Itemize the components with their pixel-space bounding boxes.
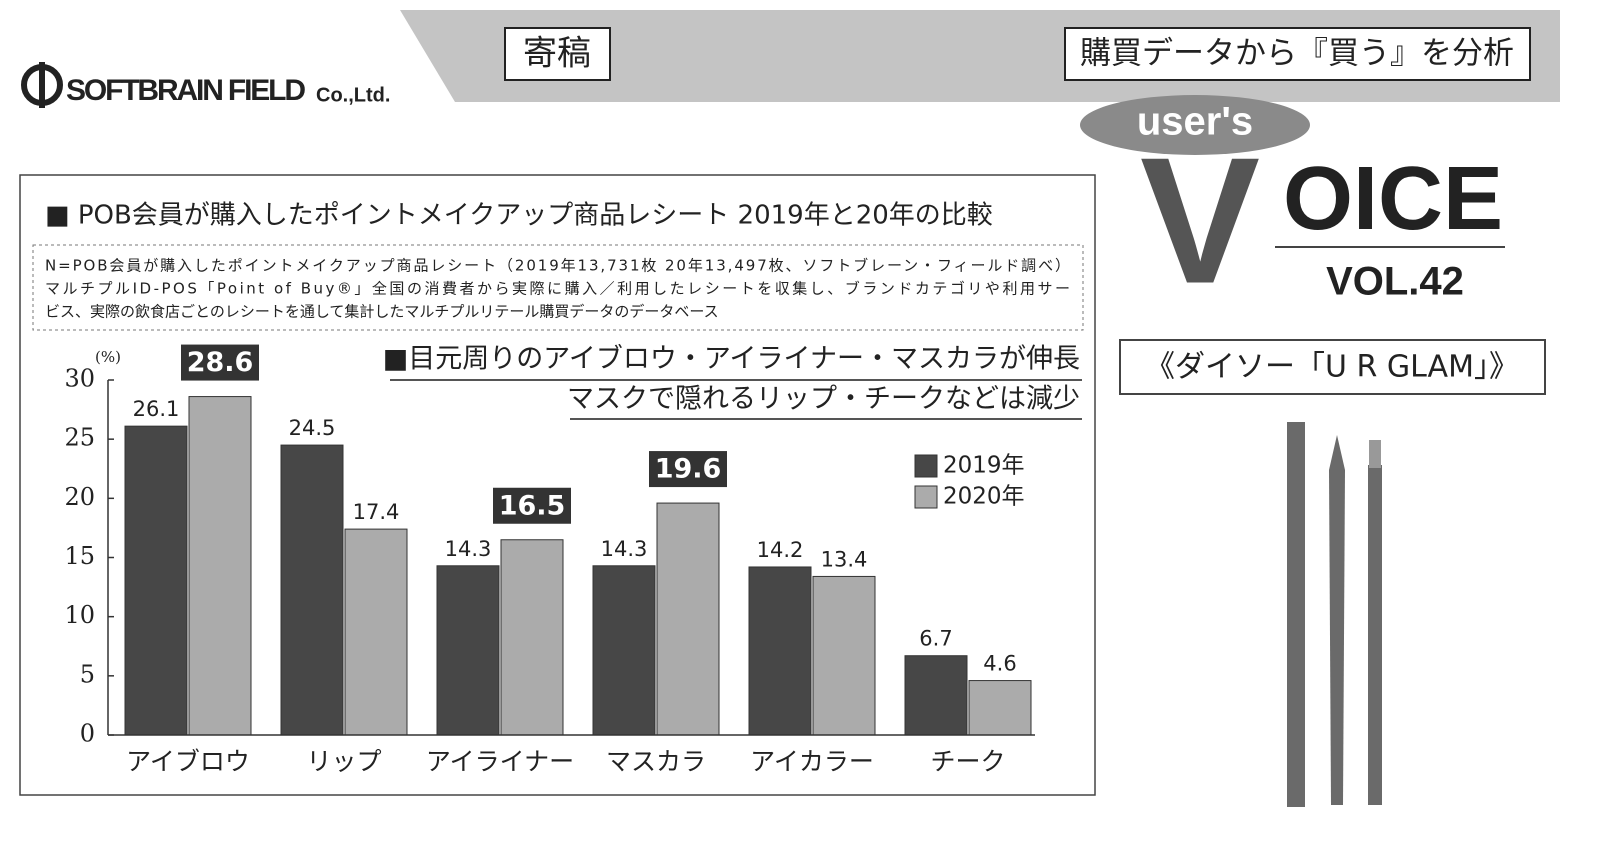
value-label: 16.5 <box>499 490 566 521</box>
product-image <box>1287 422 1382 807</box>
value-label-box <box>493 487 571 524</box>
y-axis-label: (%) <box>95 348 121 366</box>
heading-box <box>1064 27 1531 81</box>
subtitle: マスクで隠れるリップ・チークなどは減少 <box>567 384 1080 415</box>
value-label: 14.3 <box>601 537 648 561</box>
bar <box>500 539 564 736</box>
chart-frame <box>19 174 1096 796</box>
product-box <box>1119 339 1546 395</box>
legend-swatch <box>914 485 938 509</box>
pencil-brush <box>1369 440 1381 468</box>
bar <box>656 502 720 736</box>
value-label: 17.4 <box>353 500 400 524</box>
note-line: マルチプルID-POS「Point of Buy®」全国の消費者から実際に購入／… <box>45 280 1070 298</box>
x-tick-label: アイライナー <box>426 747 574 776</box>
value-label: 24.5 <box>289 416 336 440</box>
x-tick-label: アイカラー <box>750 747 874 776</box>
logo-suffix: Co.,Ltd. <box>316 84 390 106</box>
logo: SOFTBRAIN FIELD Co.,Ltd. <box>21 62 390 108</box>
pencil <box>1329 435 1345 805</box>
note-box <box>32 244 1084 331</box>
y-tick-label: 15 <box>64 542 95 570</box>
heading: 購買データから『買う』を分析 <box>1080 36 1514 72</box>
x-tick-label: アイブロウ <box>126 747 250 776</box>
bar <box>280 444 344 736</box>
bar <box>592 565 656 736</box>
column-ellipse <box>1080 95 1310 155</box>
y-tick-label: 30 <box>64 365 95 393</box>
tag: 寄稿 <box>523 34 591 74</box>
x-tick-label: リップ <box>306 747 381 776</box>
note-line: N=POB会員が購入したポイントメイクアップ商品レシート（2019年13,731… <box>45 257 1070 275</box>
value-label: 4.6 <box>983 652 1016 676</box>
subtitle: ■目元周りのアイブロウ・アイライナー・マスカラが伸長 <box>383 344 1080 375</box>
note-line: ビス、実際の飲食店ごとのレシートを通して集計したマルチプルリテール購買データのデ… <box>45 303 719 321</box>
value-label: 19.6 <box>655 454 722 485</box>
pencil <box>1287 422 1305 807</box>
bar <box>436 565 500 736</box>
bar <box>812 575 876 736</box>
value-label: 13.4 <box>821 547 868 571</box>
y-tick-label: 10 <box>64 601 95 629</box>
column-small: user's <box>1137 100 1253 144</box>
bar <box>904 655 968 736</box>
x-tick-label: チーク <box>930 747 1005 776</box>
bar <box>124 425 188 736</box>
pencil <box>1368 465 1382 805</box>
bar <box>748 566 812 736</box>
y-tick-label: 25 <box>64 424 95 452</box>
value-label: 6.7 <box>919 627 952 651</box>
value-label-box <box>649 451 727 488</box>
chart-title: ■ POB会員が購入したポイントメイクアップ商品レシート 2019年と20年の比… <box>45 201 993 231</box>
column-v: V <box>1140 121 1260 322</box>
value-label-box <box>181 344 259 381</box>
volume: VOL.42 <box>1326 260 1464 304</box>
column-rest: OICE <box>1283 149 1503 249</box>
y-tick-label: 20 <box>64 483 95 511</box>
value-label: 14.3 <box>445 537 492 561</box>
logo-text: SOFTBRAIN FIELD <box>66 74 306 107</box>
legend-label: 2019年 <box>943 453 1025 479</box>
legend-swatch <box>914 454 938 478</box>
legend-label: 2020年 <box>943 484 1025 510</box>
value-label: 26.1 <box>133 397 180 421</box>
bar <box>344 528 408 736</box>
bar <box>188 396 252 736</box>
y-tick-label: 5 <box>80 660 95 688</box>
value-label: 14.2 <box>757 538 804 562</box>
bar <box>968 680 1032 736</box>
tag-box <box>504 27 611 81</box>
x-tick-label: マスカラ <box>606 747 706 776</box>
y-tick-label: 0 <box>80 720 95 748</box>
product: 《ダイソー「U R GLAM」》 <box>1145 350 1519 385</box>
value-label: 28.6 <box>187 347 254 378</box>
